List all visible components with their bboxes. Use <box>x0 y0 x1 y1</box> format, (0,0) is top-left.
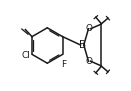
Text: O: O <box>86 24 93 33</box>
Text: Cl: Cl <box>22 51 31 60</box>
Text: B: B <box>79 40 86 50</box>
Text: F: F <box>61 60 66 69</box>
Text: O: O <box>86 57 93 66</box>
